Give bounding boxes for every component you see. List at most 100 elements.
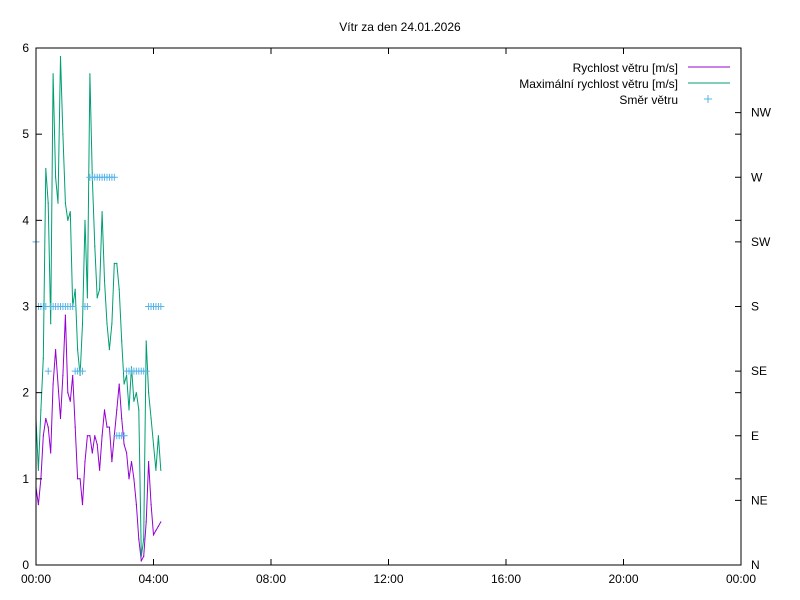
y-tick-label: 4 <box>22 213 29 227</box>
data-point <box>118 383 120 385</box>
data-point <box>160 469 162 471</box>
data-point <box>140 555 142 557</box>
legend-label-direction: Směr větru <box>619 93 678 107</box>
legend: Rychlost větru [m/s] Maximální rychlost … <box>519 61 730 107</box>
y2-tick-label: E <box>751 429 759 443</box>
direction-marker <box>157 303 165 310</box>
data-point <box>79 374 81 377</box>
data-point <box>130 366 133 368</box>
legend-swatch-direction <box>704 95 712 103</box>
data-point <box>81 504 84 506</box>
data-point <box>148 392 150 394</box>
data-point <box>101 211 103 213</box>
data-point <box>59 56 62 58</box>
data-point <box>74 426 76 428</box>
direction-marker <box>69 303 77 310</box>
data-point <box>84 461 86 463</box>
y-tick-label: 3 <box>22 300 29 314</box>
y-tick-label: 6 <box>22 41 29 55</box>
data-point <box>57 383 59 385</box>
y2-tick-label: S <box>751 300 759 314</box>
data-point <box>111 461 113 463</box>
data-point <box>45 168 47 170</box>
data-point <box>47 426 49 428</box>
data-point <box>69 400 71 402</box>
x-tick-label: 08:00 <box>256 572 286 586</box>
data-point <box>52 383 54 385</box>
speed-series-line <box>35 315 162 563</box>
data-point <box>160 521 162 523</box>
data-point <box>121 340 123 342</box>
max-speed-series-line <box>35 56 162 557</box>
data-point <box>77 348 79 351</box>
y2-tick-label: SW <box>751 235 771 249</box>
y-tick-label: 0 <box>22 558 29 572</box>
data-point <box>130 461 133 463</box>
data-point <box>140 560 142 562</box>
data-point <box>138 409 140 411</box>
data-point <box>116 409 118 411</box>
data-point <box>37 469 40 471</box>
data-point <box>37 504 40 506</box>
data-point <box>94 245 96 247</box>
data-point <box>96 443 98 445</box>
data-point <box>50 323 52 325</box>
data-point <box>106 323 108 325</box>
data-point <box>152 534 155 536</box>
chart-title: Vítr za den 24.01.2026 <box>339 20 461 34</box>
x-tick-label: 00:00 <box>21 572 51 586</box>
data-point <box>62 133 64 135</box>
data-point <box>77 478 79 480</box>
data-point <box>155 469 157 471</box>
direction-marker <box>79 367 87 375</box>
data-point <box>116 262 118 265</box>
y2-tick-label: W <box>751 170 763 184</box>
data-point <box>89 73 91 75</box>
data-point <box>84 219 86 221</box>
data-point <box>67 392 69 394</box>
data-point <box>42 357 44 359</box>
data-point <box>64 202 66 204</box>
legend-label-speed: Rychlost větru [m/s] <box>573 61 678 75</box>
data-point <box>59 417 62 420</box>
data-point <box>40 409 42 411</box>
data-point <box>128 409 130 411</box>
legend-label-max-speed: Maximální rychlost větru [m/s] <box>519 77 678 91</box>
data-point <box>86 435 89 437</box>
plot-frame <box>35 47 742 566</box>
data-point <box>103 280 106 282</box>
data-point <box>94 435 96 437</box>
data-point <box>135 392 137 394</box>
data-point <box>79 478 81 480</box>
data-point <box>67 219 69 221</box>
data-point <box>145 340 147 342</box>
data-point <box>81 323 84 325</box>
data-point <box>155 529 157 532</box>
data-point <box>145 521 147 523</box>
direction-marker <box>142 367 150 375</box>
data-point <box>99 469 101 471</box>
data-point <box>143 555 145 557</box>
y-tick-label: 2 <box>22 386 29 400</box>
data-point <box>123 383 125 385</box>
data-point <box>125 374 128 377</box>
data-point <box>113 262 115 265</box>
data-point <box>45 417 47 420</box>
direction-marker <box>120 432 128 440</box>
data-point <box>91 452 93 454</box>
data-point <box>138 538 140 540</box>
data-point <box>101 435 103 437</box>
data-point <box>99 288 101 290</box>
x-tick-label: 20:00 <box>608 572 638 586</box>
direction-marker <box>83 303 91 310</box>
x-tick-label: 04:00 <box>138 572 168 586</box>
data-point <box>133 400 135 402</box>
y2-tick-label: NW <box>751 106 772 120</box>
data-point <box>96 297 98 299</box>
data-point <box>50 452 52 454</box>
y2-tick-label: N <box>751 558 760 572</box>
data-point <box>89 435 91 437</box>
data-point <box>111 323 113 325</box>
data-point <box>150 504 152 506</box>
data-point <box>52 73 54 75</box>
